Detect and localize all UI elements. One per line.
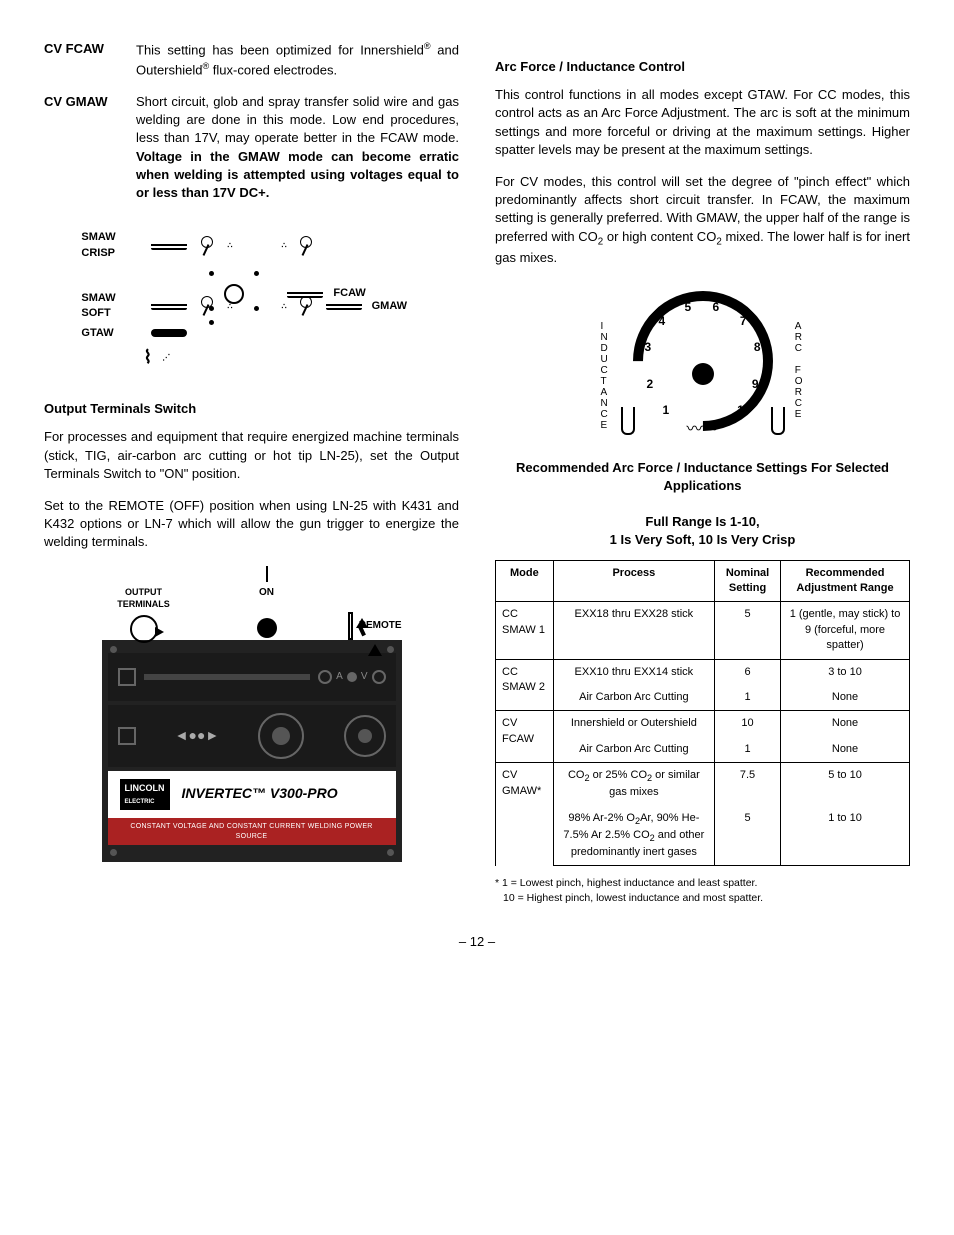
cv-gmaw-label: CV GMAW xyxy=(44,93,136,202)
dial-diagram: 1 2 3 4 5 6 7 8 9 10 INDUCTANCE ARC FORC… xyxy=(603,281,803,441)
cv-gmaw-bold: Voltage in the GMAW mode can become erra… xyxy=(136,149,459,200)
table-row: CC SMAW 2EXX10 thru EXX14 stick63 to 10 xyxy=(496,659,910,685)
cv-gmaw-block: CV GMAW Short circuit, glob and spray tr… xyxy=(44,93,459,202)
table-row: CC SMAW 1EXX18 thru EXX28 stick51 (gentl… xyxy=(496,602,910,659)
table-row: Air Carbon Arc Cutting1None xyxy=(496,685,910,711)
th-nominal: Nominal Setting xyxy=(715,560,781,602)
switch-dot-icon xyxy=(257,618,277,638)
output-heading: Output Terminals Switch xyxy=(44,400,459,418)
gtaw-label: GTAW xyxy=(81,326,141,341)
rec-heading-2: Full Range Is 1-10, 1 Is Very Soft, 10 I… xyxy=(495,513,910,549)
inductance-label: INDUCTANCE xyxy=(601,321,610,431)
bar-icon xyxy=(151,302,187,310)
left-column: CV FCAW This setting has been optimized … xyxy=(44,40,459,905)
dial-center-icon xyxy=(692,363,714,385)
spark-icon: ∴ xyxy=(282,301,286,312)
th-mode: Mode xyxy=(496,560,554,602)
welder-icon xyxy=(296,236,316,256)
welder-icon xyxy=(296,296,316,316)
output-p2: Set to the REMOTE (OFF) position when us… xyxy=(44,497,459,552)
spark-icon: ⋰ xyxy=(162,352,169,363)
gmaw-label: GMAW xyxy=(372,299,422,314)
rec-heading-1: Recommended Arc Force / Inductance Setti… xyxy=(495,459,910,495)
right-column: Arc Force / Inductance Control This cont… xyxy=(495,40,910,905)
arc-p1: This control functions in all modes exce… xyxy=(495,86,910,159)
remote-arrow-icon xyxy=(348,612,353,640)
th-process: Process xyxy=(553,560,714,602)
table-row: 98% Ar-2% O2Ar, 90% He-7.5% Ar 2.5% CO2 … xyxy=(496,806,910,866)
bar-icon xyxy=(151,242,187,250)
brand-sub-label: ELECTRIC xyxy=(125,799,155,805)
cv-fcaw-text: This setting has been optimized for Inne… xyxy=(136,40,459,79)
panel-photo: A V ◄●●► LINCOLN xyxy=(102,640,402,863)
dial-foot-icon xyxy=(621,407,635,435)
brand-label: LINCOLN xyxy=(125,783,165,793)
arc-force-label: ARC FORCE xyxy=(795,321,805,420)
page-columns: CV FCAW This setting has been optimized … xyxy=(44,40,910,905)
welder-icon xyxy=(197,296,217,316)
circle-arrow-icon xyxy=(130,615,158,643)
table-row: Air Carbon Arc Cutting1None xyxy=(496,737,910,763)
dial-foot-icon xyxy=(771,407,785,435)
model-label: INVERTEC™ V300-PRO xyxy=(182,784,338,804)
spark-icon: ∴ xyxy=(227,240,231,251)
arc-p2: For CV modes, this control will set the … xyxy=(495,173,910,267)
on-label: ON xyxy=(257,586,277,600)
page-number: – 12 – xyxy=(44,933,910,951)
arc-heading: Arc Force / Inductance Control xyxy=(495,58,910,76)
table-row: CV FCAWInnershield or Outershield10None xyxy=(496,711,910,737)
smaw-crisp-label: SMAW CRISP xyxy=(81,230,141,261)
bar-solid-icon xyxy=(151,329,187,337)
cv-gmaw-text: Short circuit, glob and spray transfer s… xyxy=(136,93,459,202)
output-terminals-label: OUTPUT TERMINALS xyxy=(102,586,186,611)
cv-fcaw-block: CV FCAW This setting has been optimized … xyxy=(44,40,459,79)
mode-switch-diagram: SMAW CRISP ∴ ∴ xyxy=(44,218,459,382)
bar-icon xyxy=(326,302,362,310)
cv-fcaw-label: CV FCAW xyxy=(44,40,136,79)
smaw-soft-label: SMAW SOFT xyxy=(81,291,141,322)
wave-icon: 〰〰 xyxy=(686,419,718,441)
th-range: Recommended Adjustment Range xyxy=(781,560,910,602)
table-row: CV GMAW*CO2 or 25% CO2 or similar gas mi… xyxy=(496,763,910,806)
output-p1: For processes and equipment that require… xyxy=(44,428,459,483)
spark-icon: ∴ xyxy=(282,240,286,251)
output-switch-diagram: OUTPUT TERMINALS ON REMOTE xyxy=(102,566,402,863)
torch-icon: ⌇ xyxy=(143,345,152,370)
knob-icon xyxy=(224,284,244,304)
panel-banner: CONSTANT VOLTAGE AND CONSTANT CURRENT WE… xyxy=(108,818,396,846)
settings-table: Mode Process Nominal Setting Recommended… xyxy=(495,560,910,866)
welder-icon xyxy=(197,236,217,256)
footnote: * 1 = Lowest pinch, highest inductance a… xyxy=(495,876,910,905)
